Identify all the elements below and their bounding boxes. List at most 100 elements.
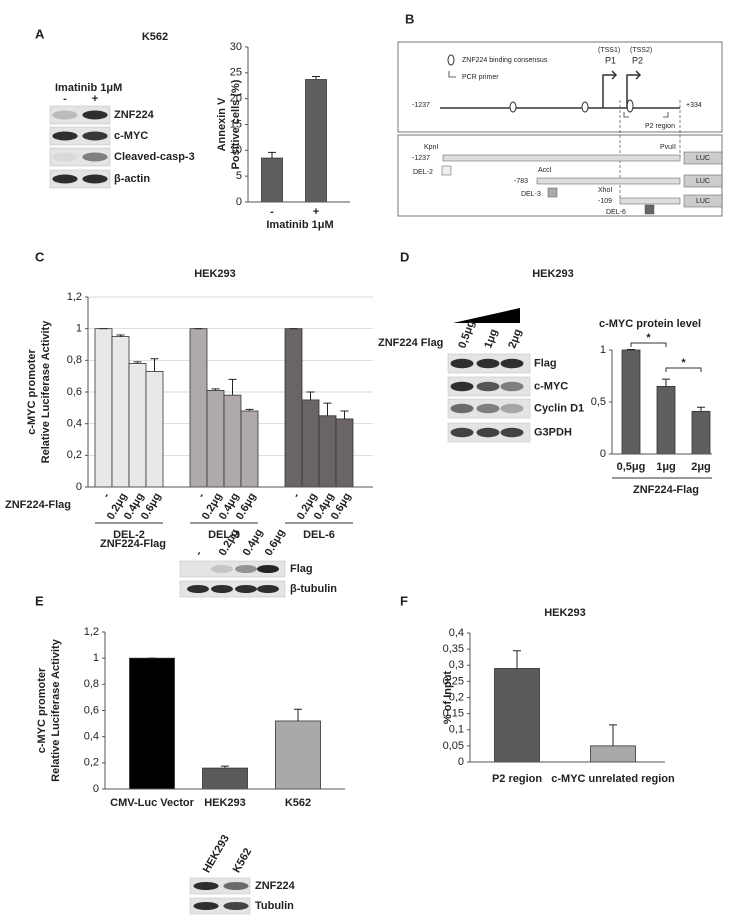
blot-band xyxy=(234,565,258,573)
y-tick-label: 0,15 xyxy=(443,708,464,720)
blot-treatment: ZNF224 Flag xyxy=(378,337,443,349)
panel-label: B xyxy=(405,11,414,26)
error-bar xyxy=(211,388,220,391)
promoter-diagram: ZNF224 binding consensus PCR primer -123… xyxy=(397,41,723,217)
y-tick-label: 0,1 xyxy=(449,724,464,736)
panel-label: A xyxy=(35,26,45,41)
blot-band xyxy=(210,585,234,593)
blot-band xyxy=(476,403,500,414)
y-tick-label: 0,5 xyxy=(591,396,606,408)
panel-label: C xyxy=(35,249,45,264)
y-tick-label: 0,4 xyxy=(67,418,82,430)
error-bar xyxy=(312,75,320,80)
bar xyxy=(111,336,130,488)
bar xyxy=(261,157,283,203)
lane-label: K562 xyxy=(231,846,255,875)
luc-box xyxy=(683,174,723,188)
y-tick-label: 0,4 xyxy=(449,627,464,639)
band-label: Tubulin xyxy=(255,900,294,912)
panel-label: E xyxy=(35,593,44,608)
binding-site xyxy=(626,99,634,113)
error-bar xyxy=(323,402,332,416)
x-tick-label: CMV-Luc Vector xyxy=(110,797,194,809)
blot-band xyxy=(450,358,474,369)
construct-key xyxy=(547,187,558,198)
y-tick-label: 30 xyxy=(230,41,242,53)
significance-bracket xyxy=(630,342,667,347)
bar xyxy=(240,410,259,488)
y-tick-label: 15 xyxy=(230,118,242,130)
y-tick-label: 1,2 xyxy=(84,626,99,638)
error-bar xyxy=(133,361,142,364)
y-tick-label: 0,6 xyxy=(84,704,99,716)
band-label: β-actin xyxy=(114,173,150,185)
reporter-label: LUC xyxy=(696,155,710,162)
primer-icon xyxy=(448,71,456,78)
y-tick-label: 0 xyxy=(93,783,99,795)
construct xyxy=(536,177,681,185)
y-tick-label: 0,05 xyxy=(443,740,464,752)
x-axis-label: ZNF224-Flag xyxy=(5,499,71,511)
tss-label: (TSS2) xyxy=(630,47,652,54)
y-tick-label: 0,2 xyxy=(84,757,99,769)
panel-label: D xyxy=(400,249,409,264)
bar xyxy=(129,657,175,790)
bar xyxy=(494,668,540,763)
blot-band xyxy=(450,403,474,414)
bar xyxy=(318,415,337,488)
band-label: Cleaved-casp-3 xyxy=(114,151,195,163)
y-tick-label: 1 xyxy=(76,323,82,335)
blot-band xyxy=(82,174,108,184)
annotation: * xyxy=(681,357,686,369)
blot-treatment: ZNF224-Flag xyxy=(100,538,166,550)
y-tick-label: 0 xyxy=(458,756,464,768)
construct-name: DEL-3 xyxy=(521,191,541,198)
x-tick-label: HEK293 xyxy=(204,797,246,809)
band-label: Flag xyxy=(534,357,557,369)
lane-label: - xyxy=(193,548,205,557)
x-tick-label: P2 region xyxy=(492,773,542,785)
x-tick-label: - xyxy=(195,491,207,500)
panel-title: K562 xyxy=(142,31,168,43)
x-axis-label: Imatinib 1μM xyxy=(266,219,333,231)
luc-box xyxy=(683,151,723,165)
band-label: c-MYC xyxy=(114,130,148,142)
luc-box xyxy=(683,194,723,208)
y-tick-label: 0 xyxy=(600,448,606,460)
group-label: DEL-3 xyxy=(208,529,240,541)
promoter-label: P2 xyxy=(632,55,643,65)
binding-site xyxy=(581,101,589,113)
tss-arrow xyxy=(602,70,618,108)
bar xyxy=(206,390,225,488)
band-label: Cyclin D1 xyxy=(534,402,584,414)
tss-label: (TSS1) xyxy=(598,47,620,54)
y-axis-label: Relative Luciferase Activity xyxy=(40,320,52,464)
bar xyxy=(145,371,164,488)
y-tick-label: 5 xyxy=(236,170,242,182)
significance-bracket xyxy=(665,367,702,372)
error-bar xyxy=(150,358,159,372)
bar xyxy=(590,745,636,763)
bar xyxy=(335,418,354,488)
bar xyxy=(94,328,113,488)
bar xyxy=(275,720,321,790)
blot-band xyxy=(223,902,249,910)
blot-band xyxy=(223,882,249,890)
coordinate: -1237 xyxy=(412,102,430,109)
tss-arrow xyxy=(626,70,642,108)
x-tick-label: - xyxy=(100,491,112,500)
y-tick-label: 0,2 xyxy=(449,691,464,703)
x-tick-label: + xyxy=(313,206,319,218)
band-label: c-MYC xyxy=(534,380,568,392)
bar xyxy=(189,328,208,488)
bar xyxy=(223,394,242,488)
region-label: P2 region xyxy=(645,123,675,130)
construct-name: DEL-6 xyxy=(606,209,626,216)
coordinate: -109 xyxy=(598,198,612,205)
blot-band xyxy=(476,358,500,369)
group-label: DEL-6 xyxy=(303,529,335,541)
error-bar xyxy=(340,410,349,419)
site-label: AccI xyxy=(538,167,552,174)
y-axis-label: Annexin V xyxy=(216,97,228,151)
